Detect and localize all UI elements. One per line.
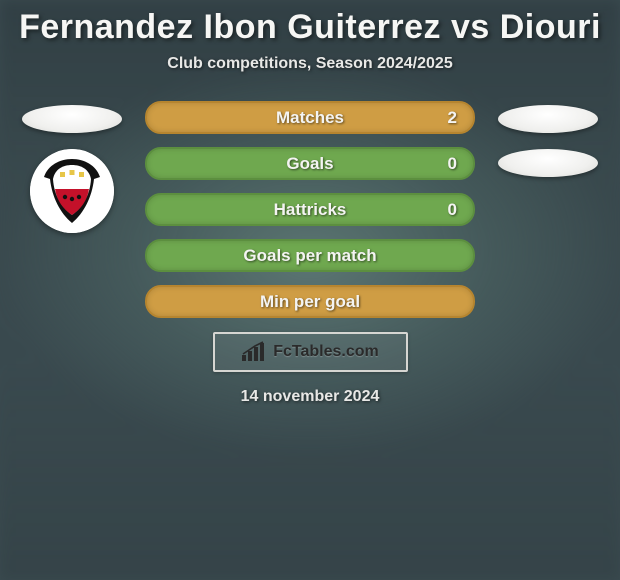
date-label: 14 november 2024	[241, 388, 380, 406]
stat-right-value: 0	[448, 154, 457, 174]
stat-bar-goals-per-match: Goals per match	[145, 239, 475, 272]
stat-bar-goals: Goals 0	[145, 147, 475, 180]
stat-label: Min per goal	[163, 292, 457, 312]
left-column	[17, 101, 127, 233]
subtitle: Club competitions, Season 2024/2025	[167, 55, 452, 73]
stat-right-value: 0	[448, 200, 457, 220]
stat-label: Hattricks	[163, 200, 457, 220]
player2-placeholder	[498, 105, 598, 133]
stat-bar-hattricks: Hattricks 0	[145, 193, 475, 226]
stat-right-value: 2	[448, 108, 457, 128]
branding-box: FcTables.com	[213, 332, 408, 372]
stat-label: Goals per match	[163, 246, 457, 266]
stat-bar-min-per-goal: Min per goal	[145, 285, 475, 318]
brand-text: FcTables.com	[273, 343, 379, 361]
albacete-crest-icon	[30, 149, 114, 233]
stat-bar-matches: Matches 2	[145, 101, 475, 134]
club-badge-left	[30, 149, 114, 233]
club-badge-right-placeholder	[498, 149, 598, 177]
player1-placeholder	[22, 105, 122, 133]
stats-column: Matches 2 Goals 0 Hattricks 0 Goals per …	[145, 101, 475, 318]
main-row: Matches 2 Goals 0 Hattricks 0 Goals per …	[0, 101, 620, 318]
infographic-content: Fernandez Ibon Guiterrez vs Diouri Club …	[0, 0, 620, 406]
bar-chart-icon	[241, 341, 267, 363]
page-title: Fernandez Ibon Guiterrez vs Diouri	[19, 8, 601, 47]
stat-label: Matches	[163, 108, 457, 128]
stat-label: Goals	[163, 154, 457, 174]
right-column	[493, 101, 603, 177]
